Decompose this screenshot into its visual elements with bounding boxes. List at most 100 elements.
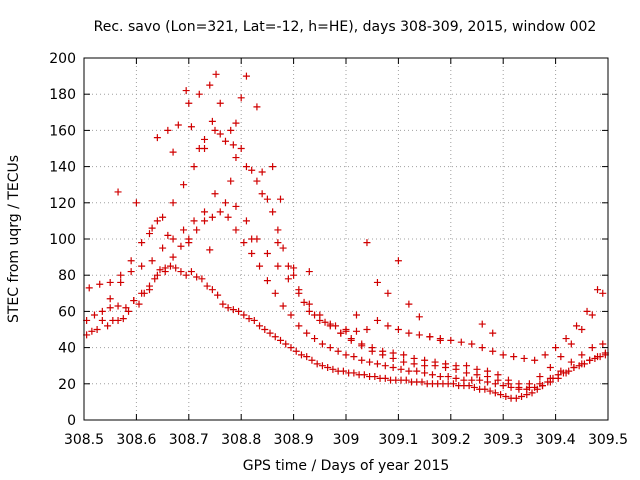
data-point: [132, 199, 140, 207]
data-point: [114, 302, 122, 310]
data-point: [153, 217, 161, 225]
data-point: [389, 349, 397, 357]
data-point: [193, 273, 201, 281]
data-point: [497, 391, 505, 399]
data-point: [352, 311, 360, 319]
data-point: [510, 353, 518, 361]
data-point: [190, 217, 198, 225]
data-point: [358, 340, 366, 348]
data-point: [518, 392, 526, 400]
x-axis-label: GPS time / Days of year 2015: [243, 458, 450, 474]
data-point: [305, 307, 313, 315]
y-tick-label: 0: [67, 413, 76, 429]
data-point: [342, 327, 350, 335]
data-point: [463, 362, 471, 370]
data-point: [360, 371, 368, 379]
data-point: [216, 208, 224, 216]
data-point: [470, 383, 478, 391]
data-point: [400, 351, 408, 359]
data-point: [166, 262, 174, 270]
data-point: [125, 307, 133, 315]
data-point: [478, 320, 486, 328]
data-point: [337, 329, 345, 337]
data-point: [277, 195, 284, 203]
data-point: [557, 367, 565, 375]
data-point: [284, 262, 292, 270]
data-point: [562, 335, 570, 343]
x-tick-label: 309: [333, 432, 360, 448]
data-point: [311, 335, 319, 343]
data-point: [182, 87, 190, 95]
data-point: [88, 327, 96, 335]
data-point: [248, 235, 256, 243]
data-point: [339, 367, 347, 375]
y-tick-label: 60: [58, 304, 76, 320]
data-point: [159, 244, 167, 252]
data-point: [227, 126, 235, 134]
data-point: [599, 289, 607, 297]
data-point: [499, 382, 507, 390]
data-point: [135, 300, 143, 308]
data-point: [263, 249, 271, 257]
data-point: [164, 126, 172, 134]
data-point: [300, 298, 308, 306]
data-point: [295, 286, 303, 294]
data-point: [313, 360, 321, 368]
x-tick-label: 308.8: [221, 432, 261, 448]
data-point: [232, 119, 240, 127]
data-point: [292, 347, 300, 355]
data-point: [460, 376, 468, 384]
data-point: [478, 344, 486, 352]
data-point: [457, 338, 465, 346]
data-point: [263, 195, 271, 203]
data-point: [169, 199, 177, 207]
data-point: [114, 316, 122, 324]
data-point: [216, 130, 224, 138]
data-point: [263, 277, 271, 285]
y-tick-label: 200: [49, 51, 76, 67]
data-point: [172, 264, 180, 272]
data-point: [588, 311, 596, 319]
data-point: [266, 329, 274, 337]
data-point: [546, 374, 554, 382]
data-point: [334, 347, 342, 355]
data-point: [305, 268, 313, 276]
data-point: [318, 362, 326, 370]
data-point: [290, 264, 298, 272]
data-point: [201, 217, 209, 225]
data-point: [177, 268, 185, 276]
data-point: [277, 336, 284, 344]
grid: [84, 58, 608, 420]
x-tick-label: 308.9: [274, 432, 314, 448]
data-point: [504, 376, 512, 384]
data-point: [363, 239, 371, 247]
data-point: [216, 99, 224, 107]
data-point: [347, 335, 355, 343]
data-point: [536, 373, 544, 381]
data-point: [541, 351, 549, 359]
data-point: [169, 253, 177, 261]
data-point: [98, 316, 106, 324]
data-point: [195, 90, 203, 98]
data-point: [373, 278, 381, 286]
data-point: [211, 126, 219, 134]
data-point: [381, 374, 389, 382]
data-point: [473, 365, 481, 373]
data-point: [211, 190, 219, 198]
data-point: [379, 347, 387, 355]
data-point: [182, 271, 190, 279]
data-point: [494, 371, 502, 379]
data-point: [507, 383, 515, 391]
data-point: [240, 239, 248, 247]
data-point: [127, 257, 135, 265]
data-point: [415, 331, 423, 339]
data-point: [311, 311, 319, 319]
data-point: [164, 231, 172, 239]
data-point: [206, 246, 214, 254]
data-point: [371, 373, 379, 381]
data-point: [342, 351, 350, 359]
data-point: [578, 326, 586, 333]
data-point: [190, 163, 198, 171]
data-point: [476, 376, 484, 384]
